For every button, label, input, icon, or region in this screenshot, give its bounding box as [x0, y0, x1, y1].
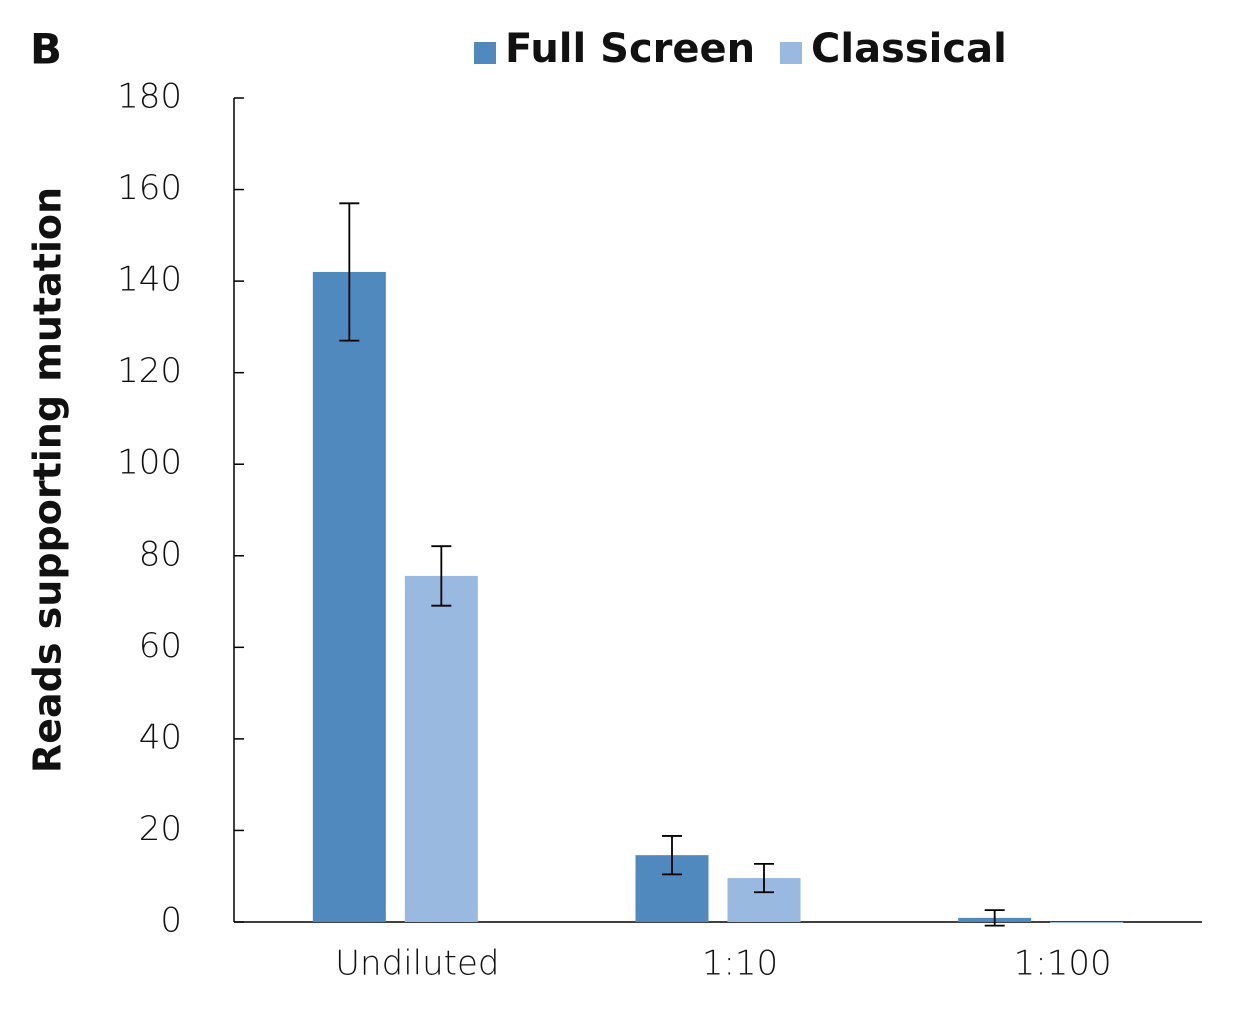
x-tick-label: 1:10	[702, 944, 778, 984]
y-tick-label: 40	[139, 717, 182, 757]
bar	[1050, 922, 1124, 923]
error-bar	[431, 545, 452, 607]
y-tick-label: 100	[117, 443, 182, 483]
legend-label: Classical	[811, 26, 1007, 72]
x-tick-label: Undiluted	[335, 944, 499, 984]
y-tick-label: 0	[160, 901, 182, 941]
legend-label: Full Screen	[505, 26, 755, 72]
y-tick-label: 20	[139, 809, 182, 849]
y-tick-label: 80	[139, 534, 182, 574]
y-tick-label: 180	[117, 77, 182, 117]
legend-swatch	[780, 42, 802, 64]
x-tick-label: 1:100	[1014, 944, 1112, 984]
error-bar	[984, 909, 1005, 927]
panel-label: B	[30, 25, 62, 74]
bar	[312, 271, 386, 922]
error-bar	[754, 862, 774, 894]
error-bar	[339, 202, 360, 342]
y-tick-label: 140	[117, 260, 182, 300]
y-axis-label: Reads supporting mutation	[26, 187, 70, 773]
y-tick-label: 60	[139, 626, 182, 666]
y-tick-label: 120	[117, 351, 182, 391]
y-tick-label: 160	[117, 168, 182, 208]
error-bar	[662, 835, 682, 876]
legend-swatch	[474, 42, 496, 64]
bar	[404, 575, 478, 922]
